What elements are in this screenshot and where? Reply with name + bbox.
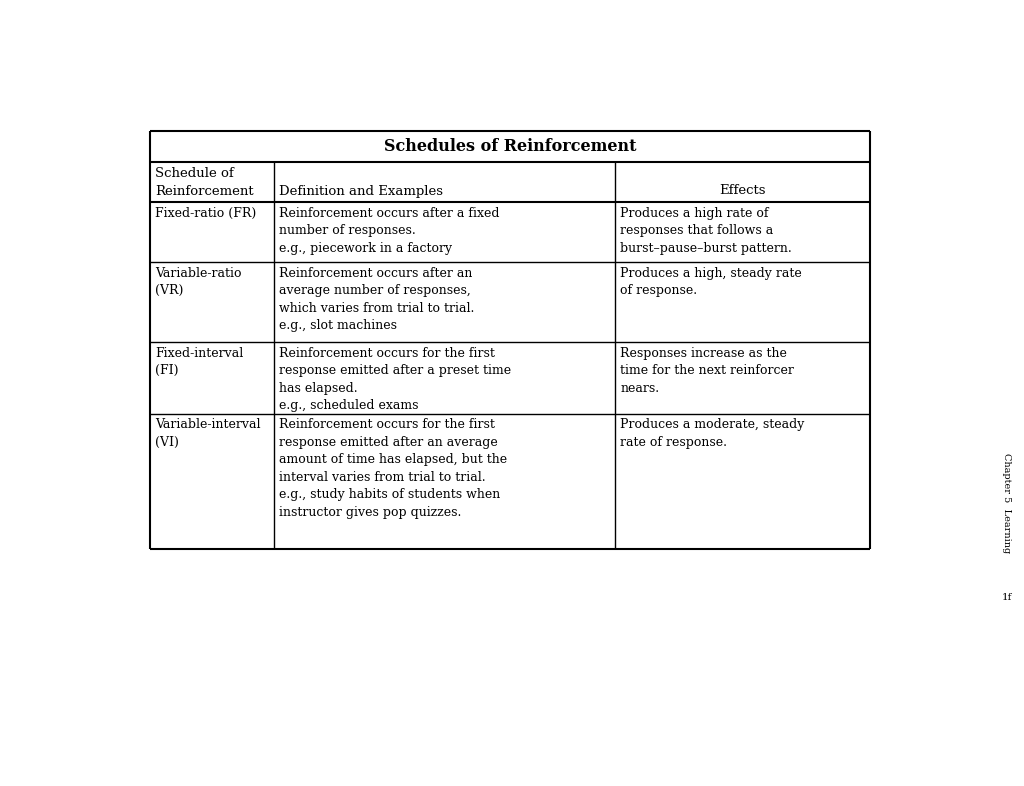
Text: Produces a moderate, steady
rate of response.: Produces a moderate, steady rate of resp… (621, 418, 805, 449)
Text: Reinforcement occurs after a fixed
number of responses.
e.g., piecework in a fac: Reinforcement occurs after a fixed numbe… (280, 207, 500, 255)
Text: Fixed-ratio (FR): Fixed-ratio (FR) (155, 207, 256, 220)
Text: Variable-ratio
(VR): Variable-ratio (VR) (155, 266, 242, 297)
Text: Variable-interval
(VI): Variable-interval (VI) (155, 418, 261, 449)
Text: Reinforcement occurs after an
average number of responses,
which varies from tri: Reinforcement occurs after an average nu… (280, 266, 474, 332)
Text: Produces a high, steady rate
of response.: Produces a high, steady rate of response… (621, 266, 802, 297)
Text: Produces a high rate of
responses that follows a
burst–pause–burst pattern.: Produces a high rate of responses that f… (621, 207, 792, 255)
Text: Definition and Examples: Definition and Examples (280, 185, 443, 197)
Text: 1f: 1f (1001, 593, 1012, 602)
Text: Reinforcement occurs for the first
response emitted after an average
amount of t: Reinforcement occurs for the first respo… (280, 418, 507, 519)
Text: Chapter 5  Learning: Chapter 5 Learning (1002, 453, 1011, 553)
Text: Responses increase as the
time for the next reinforcer
nears.: Responses increase as the time for the n… (621, 347, 794, 395)
Text: Schedule of
Reinforcement: Schedule of Reinforcement (155, 167, 254, 198)
Text: Schedules of Reinforcement: Schedules of Reinforcement (384, 138, 636, 155)
Text: Effects: Effects (719, 185, 766, 197)
Text: Fixed-interval
(FI): Fixed-interval (FI) (155, 347, 244, 377)
Text: Reinforcement occurs for the first
response emitted after a preset time
has elap: Reinforcement occurs for the first respo… (280, 347, 511, 413)
